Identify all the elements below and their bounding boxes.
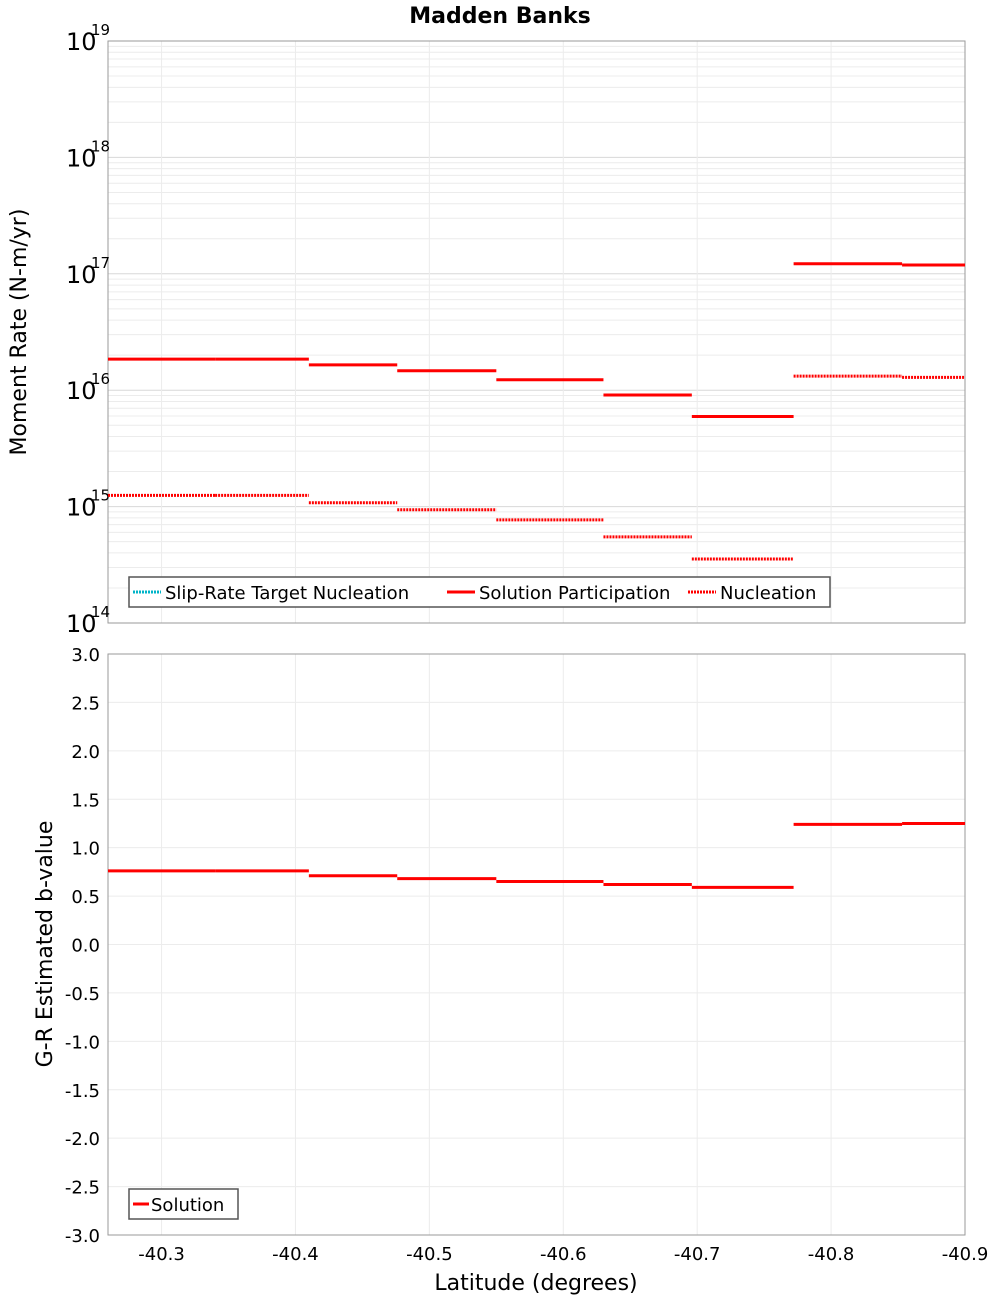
top-y-tick-exponent: 19 bbox=[91, 21, 110, 39]
bottom-legend-box bbox=[128, 1188, 239, 1220]
bottom-y-tick-label: 0.5 bbox=[71, 887, 100, 908]
top-y-tick-exponent: 16 bbox=[91, 370, 110, 388]
top-y-tick-label: 10 bbox=[66, 144, 97, 172]
x-tick-label: -40.6 bbox=[540, 1244, 587, 1265]
bottom-y-tick-label: 0.0 bbox=[71, 936, 100, 957]
bottom-y-tick-label: 1.0 bbox=[71, 839, 100, 860]
bottom-y-tick-label: 2.0 bbox=[71, 742, 100, 763]
bottom-y-tick-label: 3.0 bbox=[71, 645, 100, 666]
bottom-y-tick-label: -0.5 bbox=[65, 984, 100, 1005]
bottom-y-tick-label: -1.0 bbox=[65, 1032, 100, 1053]
top-legend-label-2: Nucleation bbox=[720, 583, 816, 604]
top-plot-area bbox=[108, 41, 965, 623]
x-tick-label: -40.5 bbox=[406, 1244, 453, 1265]
top-y-tick-exponent: 17 bbox=[91, 254, 110, 272]
x-tick-label: -40.3 bbox=[138, 1244, 185, 1265]
x-tick-label: -40.4 bbox=[272, 1244, 319, 1265]
bottom-plot-border bbox=[107, 653, 966, 1236]
top-legend-label-0: Slip-Rate Target Nucleation bbox=[165, 583, 409, 604]
x-axis-label: Latitude (degrees) bbox=[434, 1271, 637, 1296]
x-tick-label: -40.7 bbox=[674, 1244, 721, 1265]
top-y-tick-exponent: 14 bbox=[91, 603, 110, 621]
top-legend: Slip-Rate Target Nucleation Solution Part… bbox=[128, 576, 831, 608]
bottom-y-tick-label: 1.5 bbox=[71, 790, 100, 811]
top-y-tick-label: 10 bbox=[66, 261, 97, 289]
top-y-tick-exponent: 18 bbox=[91, 137, 110, 155]
top-y-tick-label: 10 bbox=[66, 610, 97, 638]
bottom-y-tick-label: -3.0 bbox=[65, 1226, 100, 1247]
bottom-y-tick-label: 2.5 bbox=[71, 693, 100, 714]
b-value-plot: -3.0 -2.5 -2.0 -1.5 -1.0 -0.5 0.0 0.5 1.0 1.5 2.0 2… bbox=[65, 645, 988, 1265]
top-legend-label-1: Solution Participation bbox=[479, 583, 670, 604]
bottom-y-axis-label: G-R Estimated b-value bbox=[33, 821, 58, 1068]
bottom-legend: Solution bbox=[128, 1188, 239, 1220]
x-tick-label: -40.9 bbox=[942, 1244, 989, 1265]
top-y-axis-label: Moment Rate (N-m/yr) bbox=[7, 209, 32, 456]
top-y-tick-exponent: 15 bbox=[91, 487, 110, 505]
x-tick-label: -40.8 bbox=[808, 1244, 855, 1265]
top-y-tick-label: 10 bbox=[66, 377, 97, 405]
chart-title: Madden Banks bbox=[409, 4, 590, 29]
top-plot-border bbox=[107, 40, 966, 624]
bottom-y-tick-label: -1.5 bbox=[65, 1081, 100, 1102]
bottom-legend-label-0: Solution bbox=[151, 1195, 224, 1216]
top-y-tick-label: 10 bbox=[66, 28, 97, 56]
bottom-y-tick-label: -2.5 bbox=[65, 1178, 100, 1199]
top-y-tick-label: 10 bbox=[66, 494, 97, 522]
bottom-y-tick-label: -2.0 bbox=[65, 1129, 100, 1150]
